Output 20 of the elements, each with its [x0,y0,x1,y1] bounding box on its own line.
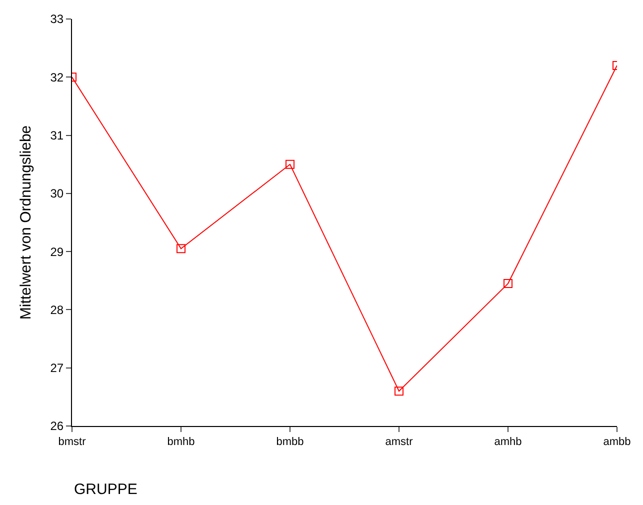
point [394,386,404,396]
x-tick-label: bmstr [58,436,86,448]
point [176,244,186,254]
y-tick-label: 30 [50,186,64,201]
point [504,279,512,288]
y-tick-label: 32 [50,70,64,84]
x-tick-label: bmbb [276,436,304,448]
x-axis-title: GRUPPE [74,481,138,498]
x-tick-label: amstr [385,436,414,448]
point [286,160,294,169]
y-tick-label: 29 [50,244,64,259]
y-tick-label: 26 [50,419,64,434]
y-tick-label: 31 [50,128,64,142]
x-tick-label: bmhb [167,436,195,448]
x-tick-label: ambb [603,436,631,448]
y-axis-title: Mittelwert von Ordnungsliebe [17,125,34,320]
y-tick-label: 27 [50,361,64,376]
y-tick-label: 33 [50,12,64,26]
x-tick-label: amhb [494,436,522,448]
y-tick-label: 28 [50,302,64,317]
